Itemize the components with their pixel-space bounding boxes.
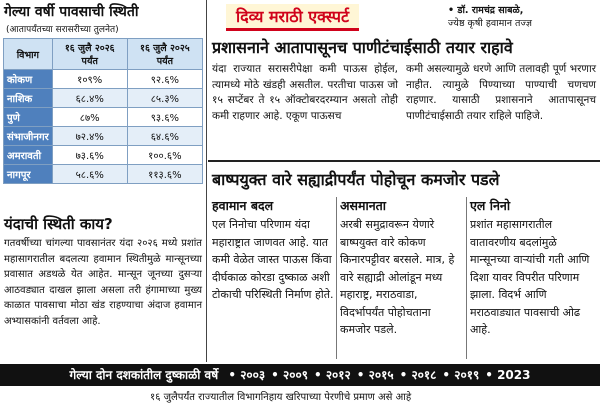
value-cell: ९२.६%: [126, 69, 204, 89]
section-body: अरबी समुद्रावरून येणारे बाष्पयुक्त वारे …: [340, 218, 455, 336]
header-cell: १६ जुलै २०२६ पर्यंत: [51, 38, 128, 70]
section-heading: हवामान बदल: [212, 198, 274, 213]
author: • डॉ. रामचंद्र साबळे, ज्येष्ठ कृषी हवामा…: [448, 4, 598, 30]
drought-year: • २००३: [228, 368, 266, 382]
drought-year: • २०१८: [399, 368, 437, 382]
drought-year: • २०१५: [356, 368, 394, 382]
value-cell: ५८.६%: [51, 164, 128, 184]
separator: [466, 197, 467, 359]
table-row: नागपूर ५८.६% ११३.६%: [3, 164, 204, 184]
section-body: एल निनोचा परिणाम यंदा महाराष्ट्रात जाणवत…: [212, 218, 334, 301]
left-subtitle: (आतापर्यंतच्या सरासरीच्या तुलनेत): [6, 25, 119, 35]
region-cell: पुणे: [3, 107, 53, 127]
separator: [336, 197, 337, 359]
left-body: गतवर्षीच्या चांगल्या पावसानंतर यंदा २०२६…: [4, 238, 202, 327]
table-row: कोकण १०९% ९२.६%: [3, 69, 204, 89]
value-cell: ६८.४%: [51, 88, 128, 108]
region-cell: नाशिक: [3, 88, 53, 108]
table-row: अमरावती ७३.६% १००.६%: [3, 145, 204, 165]
value-cell: ७३.६%: [51, 145, 128, 165]
footer-label: गेल्या दोन दशकांतील दुष्काळी वर्षे: [69, 368, 219, 382]
footer-bar: गेल्या दोन दशकांतील दुष्काळी वर्षे • २००…: [0, 364, 600, 386]
value-cell: ११३.६%: [126, 164, 204, 184]
table-row: पुणे ८७% ९३.६%: [3, 107, 204, 127]
section-body: प्रशांत महासागरातील वातावरणीय बदलांमुळे …: [470, 218, 590, 336]
teaser: १६ जुलैपर्यंत राज्यातील विभागनिहाय खरिपा…: [150, 392, 412, 403]
table-row: नाशिक ६८.४% ८५.३%: [3, 88, 204, 108]
rule: [208, 160, 600, 162]
left-title: गेल्या वर्षी पावसाची स्थिती: [4, 4, 139, 20]
table-row: संभाजीनगर ७२.४% ६४.६%: [3, 126, 204, 146]
story-headline: बाष्पयुक्त वारे सह्याद्रीपर्यंत पोहोचून …: [212, 170, 500, 189]
left-heading: यंदाची स्थिती काय?: [4, 215, 113, 233]
drought-year: • २०१२: [313, 368, 351, 382]
region-cell: नागपूर: [3, 164, 53, 184]
region-cell: अमरावती: [3, 145, 53, 165]
value-cell: ८५.३%: [126, 88, 204, 108]
value-cell: १००.६%: [126, 145, 204, 165]
value-cell: ७२.४%: [51, 126, 128, 146]
value-cell: १०९%: [51, 69, 128, 89]
author-role: ज्येष्ठ कृषी हवामान तज्ज्ञ: [448, 18, 532, 29]
value-cell: ८७%: [51, 107, 128, 127]
expert-column: यंदा राज्यात सरासरीपेक्षा कमी पाऊस होईल,…: [212, 63, 398, 122]
expert-headline: प्रशासनाने आतापासूनच पाणीटंचाईसाठी तयार …: [212, 38, 513, 57]
expert-column: कमी असल्यामुळे धरणे आणि तलावही पूर्ण भरण…: [406, 63, 596, 122]
rain-table: विभाग १६ जुलै २०२६ पर्यंत १६ जुलै २०२५ प…: [3, 38, 204, 184]
header-cell: १६ जुलै २०२५ पर्यंत: [126, 38, 204, 70]
region-cell: संभाजीनगर: [3, 126, 53, 146]
region-cell: कोकण: [3, 69, 53, 89]
header-cell: विभाग: [3, 38, 53, 70]
value-cell: ६४.६%: [126, 126, 204, 146]
drought-year: • २०१९: [442, 368, 480, 382]
drought-year: • २००९: [271, 368, 308, 382]
table-header: विभाग १६ जुलै २०२६ पर्यंत १६ जुलै २०२५ प…: [3, 38, 204, 70]
value-cell: ९३.६%: [126, 107, 204, 127]
expert-banner: दिव्य मराठी एक्स्पर्ट: [226, 4, 360, 31]
drought-year: • 2023: [485, 368, 531, 382]
section-heading: असमानता: [340, 198, 387, 213]
section-heading: एल निनो: [470, 198, 511, 213]
table-body: कोकण १०९% ९२.६% नाशिक ६८.४% ८५.३% पुणे ८७% ९३.६%…: [3, 69, 204, 184]
author-name: • डॉ. रामचंद्र साबळे,: [448, 5, 524, 16]
separator: [206, 0, 207, 362]
